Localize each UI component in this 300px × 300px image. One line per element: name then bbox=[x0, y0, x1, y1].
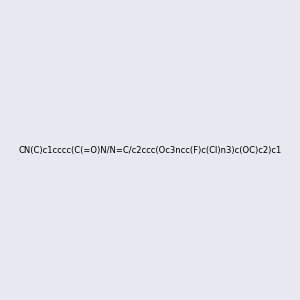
Text: CN(C)c1cccc(C(=O)N/N=C/c2ccc(Oc3ncc(F)c(Cl)n3)c(OC)c2)c1: CN(C)c1cccc(C(=O)N/N=C/c2ccc(Oc3ncc(F)c(… bbox=[18, 146, 282, 154]
